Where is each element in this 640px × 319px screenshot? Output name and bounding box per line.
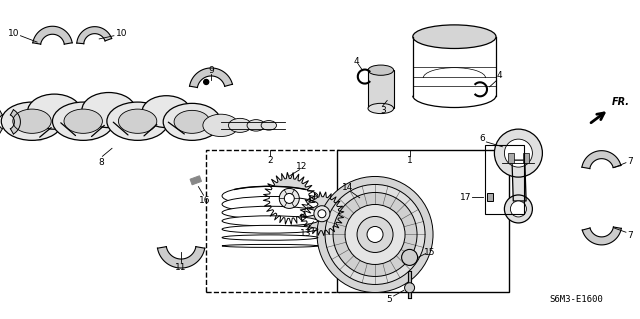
Ellipse shape <box>203 114 239 137</box>
Circle shape <box>402 249 418 265</box>
Circle shape <box>404 283 415 293</box>
Ellipse shape <box>222 206 318 219</box>
Circle shape <box>325 184 425 285</box>
Bar <box>485 145 524 214</box>
Text: 3: 3 <box>380 106 385 115</box>
Ellipse shape <box>368 103 394 114</box>
Polygon shape <box>189 68 232 87</box>
Ellipse shape <box>142 96 191 128</box>
Circle shape <box>279 189 300 208</box>
Text: 7: 7 <box>627 231 632 240</box>
Ellipse shape <box>118 109 157 133</box>
Ellipse shape <box>247 120 265 131</box>
Bar <box>190 176 202 185</box>
Ellipse shape <box>261 121 276 130</box>
Bar <box>337 150 509 292</box>
Circle shape <box>333 192 417 277</box>
Polygon shape <box>157 247 205 268</box>
Polygon shape <box>512 160 526 201</box>
Text: 5: 5 <box>387 295 392 304</box>
Circle shape <box>367 226 383 242</box>
Polygon shape <box>263 173 316 224</box>
Text: 9: 9 <box>209 66 214 75</box>
Text: 15: 15 <box>424 248 436 256</box>
Ellipse shape <box>52 102 114 140</box>
Text: 7: 7 <box>627 157 632 166</box>
Bar <box>487 193 493 201</box>
Text: 2: 2 <box>268 156 273 165</box>
Bar <box>508 153 514 163</box>
Text: 14: 14 <box>342 183 353 192</box>
Text: 16: 16 <box>199 197 211 205</box>
Text: 4: 4 <box>354 57 359 66</box>
Circle shape <box>317 176 433 293</box>
Ellipse shape <box>368 65 394 75</box>
Circle shape <box>318 210 326 218</box>
Text: 4: 4 <box>497 71 502 80</box>
Ellipse shape <box>107 102 168 140</box>
Circle shape <box>204 79 209 85</box>
Polygon shape <box>10 110 20 134</box>
Text: 1: 1 <box>407 156 412 165</box>
Text: 17: 17 <box>460 193 471 202</box>
Text: 11: 11 <box>175 263 187 271</box>
Ellipse shape <box>222 235 318 240</box>
Polygon shape <box>582 227 621 245</box>
Ellipse shape <box>174 110 210 133</box>
Polygon shape <box>300 192 344 236</box>
Circle shape <box>504 139 532 167</box>
Ellipse shape <box>413 25 496 48</box>
Ellipse shape <box>1 102 63 140</box>
Ellipse shape <box>222 225 318 233</box>
Text: 10: 10 <box>116 29 127 38</box>
Text: 10: 10 <box>8 29 20 38</box>
Text: S6M3-E1600: S6M3-E1600 <box>549 295 603 304</box>
Ellipse shape <box>222 186 318 205</box>
Ellipse shape <box>163 103 221 140</box>
Circle shape <box>345 204 405 264</box>
Text: 13: 13 <box>300 229 312 238</box>
Polygon shape <box>582 151 621 168</box>
Circle shape <box>495 129 543 177</box>
Text: FR.: FR. <box>612 97 630 108</box>
Ellipse shape <box>28 94 81 129</box>
Ellipse shape <box>222 244 318 248</box>
Ellipse shape <box>64 109 102 133</box>
Text: 8: 8 <box>99 158 104 167</box>
Circle shape <box>511 201 527 217</box>
Polygon shape <box>0 110 3 134</box>
Bar <box>523 153 529 163</box>
Ellipse shape <box>222 197 318 212</box>
Ellipse shape <box>82 93 136 128</box>
Ellipse shape <box>13 109 51 133</box>
Ellipse shape <box>228 118 252 132</box>
Polygon shape <box>77 27 111 44</box>
Circle shape <box>284 193 294 204</box>
Bar <box>368 70 394 108</box>
Circle shape <box>357 217 393 252</box>
Circle shape <box>504 195 532 223</box>
Text: 6: 6 <box>479 134 484 143</box>
Bar <box>206 150 339 292</box>
Polygon shape <box>33 26 72 44</box>
Ellipse shape <box>222 216 318 226</box>
Text: 12: 12 <box>296 162 308 171</box>
Circle shape <box>314 206 330 222</box>
